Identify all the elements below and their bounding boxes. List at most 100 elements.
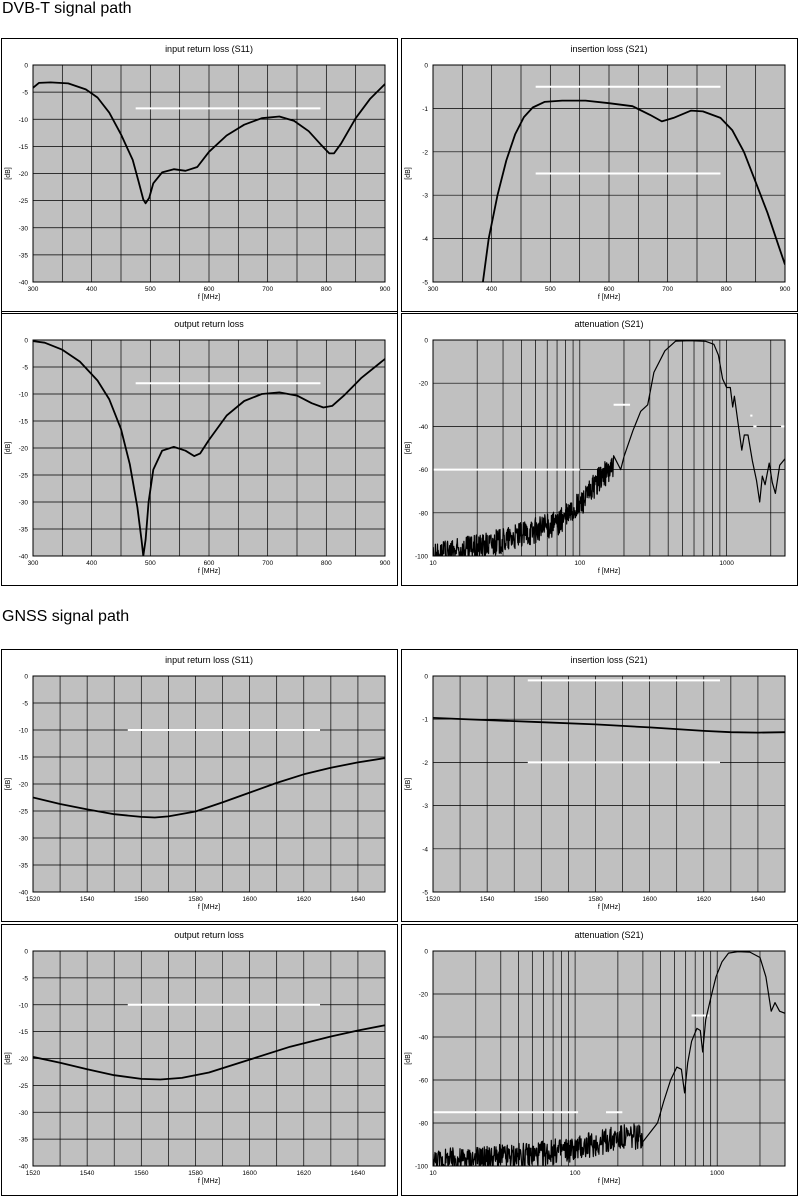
plot-border	[32, 64, 386, 283]
x-tick-label: 1540	[480, 896, 495, 903]
chart-gnss-insertion-loss: insertion loss (S21) 0 -1 -2 -3 -4 -5 1520 1540 1…	[401, 649, 798, 922]
y-tick-label: -10	[19, 728, 29, 735]
y-tick-label: -40	[419, 424, 429, 431]
y-tick-label: -35	[19, 527, 29, 534]
y-tick-label: -20	[19, 782, 29, 789]
y-tick-label: -35	[19, 863, 29, 870]
y-tick-label: 0	[24, 63, 28, 70]
x-tick-label: 1560	[134, 1170, 149, 1177]
y-tick-label: -10	[19, 1002, 29, 1009]
y-tick-label: -30	[19, 836, 29, 843]
x-tick-label: 10	[429, 1170, 437, 1177]
chart-svg: output return loss 0 -5 -10 -15 -20 -25 -30 -35 -…	[5, 930, 386, 1185]
y-tick-label: -20	[419, 992, 429, 999]
y-tick-label: -60	[419, 467, 429, 474]
x-tick-label: 600	[604, 286, 615, 293]
y-axis-label: [dB]	[405, 1052, 412, 1065]
x-tick-label: 1520	[26, 1170, 41, 1177]
y-tick-label: -25	[19, 1083, 29, 1090]
chart-svg: output return loss 0 -5 -10 -15 -20 -25 -30 -35 -…	[5, 319, 391, 575]
x-tick-label: 900	[780, 286, 791, 293]
x-tick-label: 500	[545, 286, 556, 293]
y-tick-label: -10	[19, 117, 29, 124]
y-tick-label: -20	[419, 381, 429, 388]
y-tick-label: -30	[19, 500, 29, 507]
x-tick-label: 900	[380, 286, 391, 293]
y-tick-label: -2	[422, 760, 428, 767]
x-tick-label: 1520	[26, 896, 41, 903]
y-axis-label: [dB]	[5, 778, 12, 791]
y-tick-label: -40	[19, 1164, 29, 1171]
chart-title: attenuation (S21)	[574, 319, 643, 329]
chart-dvbt-attenuation: attenuation (S21) 0 -20 -40 -60 -80 -100 10 100 1…	[401, 313, 798, 586]
x-tick-label: 800	[721, 286, 732, 293]
y-tick-label: 0	[424, 63, 428, 70]
section-title-dvbt: DVB-T signal path	[2, 0, 132, 17]
y-tick-label: -40	[419, 1035, 429, 1042]
y-tick-label: -10	[19, 392, 29, 399]
plot-border	[32, 950, 386, 1167]
x-tick-label: 1000	[710, 1170, 725, 1177]
y-tick-label: -20	[19, 446, 29, 453]
x-tick-label: 300	[28, 560, 39, 567]
x-tick-label: 1640	[351, 896, 366, 903]
plot-border	[432, 339, 786, 557]
chart-gnss-output-return-loss: output return loss 0 -5 -10 -15 -20 -25 -30 -35 -…	[1, 924, 398, 1196]
y-tick-label: -5	[22, 365, 28, 372]
x-axis-label: f [MHz]	[598, 904, 620, 911]
curve-group	[482, 99, 785, 282]
y-tick-label: -60	[419, 1078, 429, 1085]
y-tick-label: -30	[19, 225, 29, 232]
x-tick-label: 1580	[588, 896, 603, 903]
chart-title: attenuation (S21)	[574, 930, 643, 940]
x-tick-label: 1600	[642, 896, 657, 903]
x-tick-label: 1600	[242, 1170, 257, 1177]
y-tick-label: 0	[424, 949, 428, 956]
x-tick-label: 1620	[297, 896, 312, 903]
y-tick-label: -100	[415, 554, 428, 561]
x-tick-label: 1560	[134, 896, 149, 903]
y-tick-label: 0	[424, 674, 428, 681]
x-tick-label: 500	[145, 286, 156, 293]
x-tick-label: 1640	[751, 896, 766, 903]
y-axis-label: [dB]	[5, 167, 12, 180]
y-tick-label: -20	[19, 1056, 29, 1063]
chart-title: input return loss (S11)	[165, 44, 253, 54]
x-tick-label: 100	[570, 1170, 581, 1177]
chart-dvbt-insertion-loss: insertion loss (S21) 0 -1 -2 -3 -4 -5 300 400 500…	[401, 38, 798, 312]
curve-group	[433, 340, 785, 556]
y-tick-label: 0	[24, 949, 28, 956]
section-title-gnss: GNSS signal path	[2, 608, 130, 625]
curve-group	[33, 757, 385, 819]
curve-group	[33, 1024, 385, 1081]
chart-dvbt-input-return-loss: input return loss (S11) 0 -5 -10 -15 -20 -25 -3…	[1, 38, 398, 312]
x-tick-label: 300	[428, 286, 439, 293]
y-tick-label: -80	[419, 510, 429, 517]
curve-group	[33, 340, 385, 556]
y-axis-label: [dB]	[405, 167, 412, 180]
chart-gnss-input-return-loss: input return loss (S11) 0 -5 -10 -15 -20 -25 -3…	[1, 649, 398, 922]
y-tick-label: -3	[422, 803, 428, 810]
curve-group	[433, 951, 785, 1166]
chart-title: input return loss (S11)	[165, 655, 253, 665]
y-tick-label: 0	[424, 338, 428, 345]
y-tick-label: -35	[19, 252, 29, 259]
series-line	[33, 1024, 385, 1081]
x-axis-label: f [MHz]	[598, 568, 620, 575]
y-tick-label: -25	[19, 809, 29, 816]
plot-border	[432, 950, 786, 1167]
x-tick-label: 400	[486, 286, 497, 293]
plot-border	[432, 64, 786, 283]
x-tick-label: 700	[262, 560, 273, 567]
y-tick-label: -15	[19, 1029, 29, 1036]
x-tick-label: 1640	[351, 1170, 366, 1177]
y-tick-label: -40	[19, 890, 29, 897]
x-tick-label: 400	[86, 286, 97, 293]
chart-dvbt-output-return-loss: output return loss 0 -5 -10 -15 -20 -25 -30 -35 -…	[1, 313, 398, 586]
y-axis-label: [dB]	[5, 442, 12, 455]
y-tick-label: -80	[419, 1121, 429, 1128]
plot-area	[433, 340, 785, 556]
x-tick-label: 1540	[80, 1170, 95, 1177]
